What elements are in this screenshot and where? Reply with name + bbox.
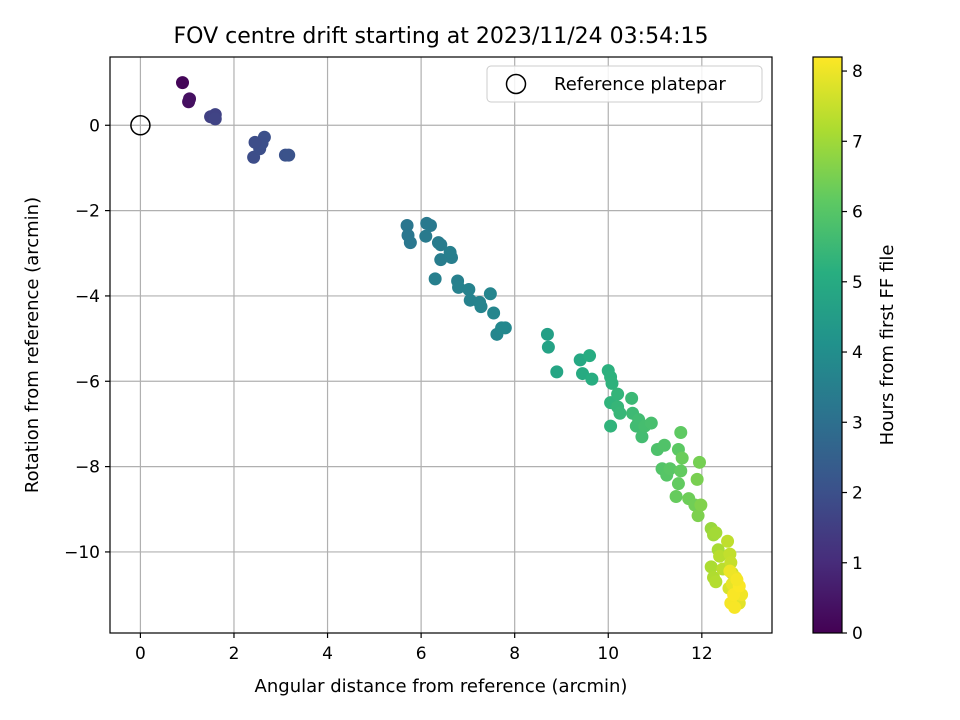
data-point [487,306,501,320]
data-point [694,498,708,512]
x-tick-label: 2 [229,644,240,664]
data-point [474,300,488,314]
data-point [541,340,555,354]
x-tick-label: 6 [416,644,427,664]
data-point [428,272,442,286]
x-tick-label: 8 [509,644,520,664]
data-point [576,367,590,381]
data-point [690,472,704,486]
data-point [400,219,414,233]
data-point [657,438,671,452]
data-point [730,573,744,587]
y-axis-label: Rotation from reference (arcmin) [22,197,43,493]
colorbar-frame [812,56,843,634]
chart-title: FOV centre drift starting at 2023/11/24 … [174,24,709,49]
data-point [691,509,705,523]
data-point [423,219,437,233]
data-point [675,451,689,465]
data-point [403,236,417,250]
colorbar-ticks: 0 1 2 3 4 5 6 7 8 [842,62,863,644]
data-point [721,534,735,548]
y-axis-ticks: 0 −2 −4 −6 −8 −10 [64,116,110,563]
data-point [443,245,457,259]
data-point [282,148,296,162]
data-point [605,376,619,390]
x-tick-label: 10 [597,644,619,664]
colorbar-tick-label: 7 [852,132,863,152]
colorbar-tick-label: 6 [852,203,863,223]
colorbar-tick-label: 2 [852,484,863,504]
y-tick-label: −8 [75,458,100,478]
data-point [208,112,222,126]
x-tick-label: 4 [322,644,333,664]
x-axis-ticks: 0 2 4 6 8 10 12 [135,633,713,664]
data-point [635,430,649,444]
colorbar-label: Hours from first FF file [877,245,898,446]
plot-background [110,57,772,633]
data-point [452,280,466,294]
data-point [613,406,627,420]
plot-frame [109,56,773,634]
data-point [540,327,554,341]
data-point [585,372,599,386]
data-point [434,253,448,267]
data-point [713,549,727,563]
data-point [704,560,718,574]
legend-entry-reference-platepar: Reference platepar [554,74,726,95]
data-point [176,76,190,90]
colorbar-gradient [813,57,842,633]
legend-marker-open-circle [505,73,527,95]
data-point [611,387,625,401]
data-point [709,526,723,540]
data-point [674,464,688,478]
data-point [709,575,723,589]
data-point [483,287,497,301]
y-tick-label: −4 [75,287,100,307]
legend: Reference platepar [486,65,763,103]
data-point [644,416,658,430]
y-tick-label: −2 [75,202,100,222]
data-points [176,76,749,614]
colorbar-tick-label: 4 [852,343,863,363]
data-point [692,455,706,469]
data-point [583,349,597,363]
grid-lines [110,57,772,633]
reference-platepar-marker [130,115,151,136]
data-point [183,92,197,106]
data-point [248,135,262,149]
x-axis-label: Angular distance from reference (arcmin) [255,676,628,697]
colorbar-tick-label: 0 [852,624,863,644]
legend-box [486,65,763,103]
data-point [728,600,742,614]
data-point [550,365,564,379]
y-tick-label: −6 [75,372,100,392]
data-point [419,229,433,243]
data-point [671,477,685,491]
data-point [669,489,683,503]
x-tick-label: 12 [691,644,713,664]
data-point [625,391,639,405]
colorbar-tick-label: 3 [852,413,863,433]
data-point [462,283,476,297]
colorbar-tick-label: 1 [852,554,863,574]
data-point [495,321,509,335]
data-point [663,462,677,476]
plot-area: 0 2 4 6 8 10 12 0 −2 −4 −6 −8 −10 [64,56,773,664]
colorbar: 0 1 2 3 4 5 6 7 8 Hours from first FF file [812,56,898,644]
y-tick-label: −10 [64,543,100,563]
colorbar-tick-label: 5 [852,273,863,293]
y-tick-label: 0 [89,116,100,136]
data-point [434,238,448,252]
reference-point [130,115,151,136]
x-tick-label: 0 [135,644,146,664]
colorbar-tick-label: 8 [852,62,863,82]
data-point [674,425,688,439]
data-point [604,419,618,433]
